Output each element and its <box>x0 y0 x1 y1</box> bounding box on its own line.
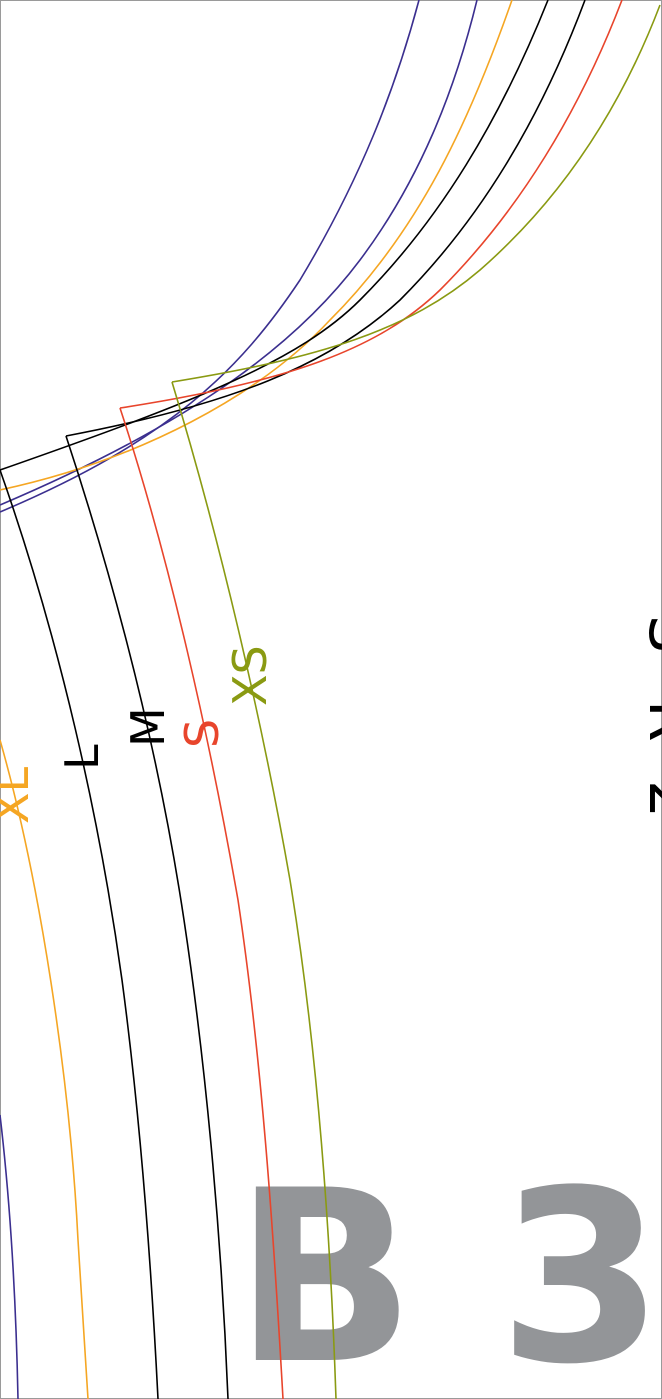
size-xs-lines <box>171 4 661 1399</box>
side-text-line-1: S <box>635 615 662 653</box>
size-label-l: L <box>55 744 109 770</box>
xxl-armhole-line-1 <box>0 0 420 513</box>
l-side-seam <box>0 469 159 1399</box>
side-text: S R 2 <box>635 615 662 818</box>
size-m-lines <box>65 0 586 1399</box>
xl-armhole-line <box>0 0 513 491</box>
xxl-side-seam <box>0 1114 19 1399</box>
s-side-seam <box>119 407 284 1399</box>
xl-side-seam <box>0 739 89 1399</box>
size-s-lines <box>119 0 623 1399</box>
l-armhole-line <box>0 0 549 471</box>
size-label-xl: XL <box>0 766 39 824</box>
xs-armhole-line <box>171 4 661 383</box>
size-l-lines <box>0 0 549 1399</box>
xs-side-seam <box>171 381 337 1399</box>
xxl-armhole-line-2 <box>0 0 478 506</box>
size-label-m: M <box>121 707 175 747</box>
size-label-s: S <box>175 719 229 748</box>
size-label-xs: XS <box>223 645 277 706</box>
page-code: B 3 <box>234 1140 662 1399</box>
m-side-seam <box>65 435 229 1399</box>
size-xl-lines <box>0 0 513 1399</box>
size-xxl-lines <box>0 0 478 1399</box>
s-armhole-line <box>119 0 623 409</box>
side-text-line-2: R <box>635 700 662 742</box>
m-armhole-line <box>65 0 586 437</box>
side-text-line-3: 2 <box>635 780 662 818</box>
